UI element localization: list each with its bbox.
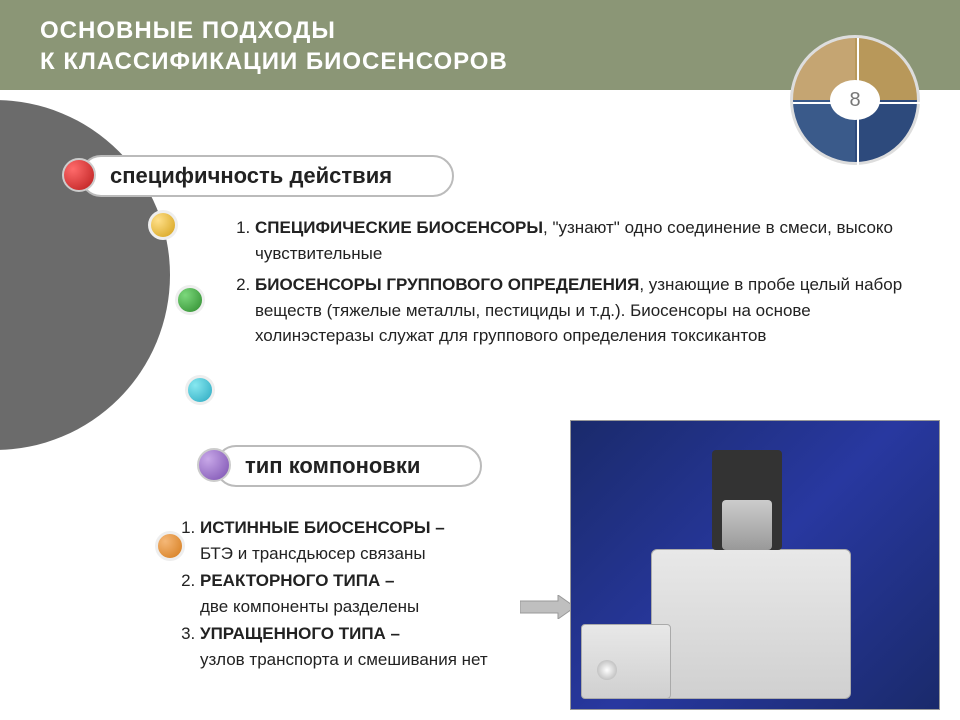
- instrument-body: [651, 549, 851, 699]
- item-bold: УПРАЩЕННОГО ТИПА –: [200, 624, 400, 643]
- purple-ball-icon: [197, 448, 231, 482]
- green-ball-icon: [175, 285, 205, 315]
- instrument-photo: [570, 420, 940, 710]
- instrument-module: [581, 624, 671, 699]
- item-text: две компоненты разделены: [200, 597, 419, 616]
- item-text: БТЭ и трансдьюсер связаны: [200, 544, 426, 563]
- section2-pill: тип компоновки: [215, 445, 482, 487]
- decorative-circle: [0, 100, 170, 450]
- arrow-right-icon: [520, 595, 575, 619]
- list-item: РЕАКТОРНОГО ТИПА – две компоненты раздел…: [200, 568, 560, 619]
- cyan-ball-icon: [185, 375, 215, 405]
- page-badge: 8: [790, 35, 920, 165]
- list-item: СПЕЦИФИЧЕСКИЕ БИОСЕНСОРЫ, "узнают" одно …: [255, 215, 920, 266]
- section1-pill: специфичность действия: [80, 155, 454, 197]
- yellow-ball-icon: [148, 210, 178, 240]
- section1-label: специфичность действия: [110, 163, 392, 189]
- list-item: ИСТИННЫЕ БИОСЕНСОРЫ – БТЭ и трансдьюсер …: [200, 515, 560, 566]
- title-line2: К КЛАССИФИКАЦИИ БИОСЕНСОРОВ: [40, 48, 508, 75]
- section-layout-type: тип компоновки: [215, 445, 482, 487]
- item-text: узлов транспорта и смешивания нет: [200, 650, 488, 669]
- list-item: БИОСЕНСОРЫ ГРУППОВОГО ОПРЕДЕЛЕНИЯ, узнаю…: [255, 272, 920, 349]
- item-bold: ИСТИННЫЕ БИОСЕНСОРЫ –: [200, 518, 445, 537]
- page-number: 8: [830, 80, 880, 120]
- slide-title: ОСНОВНЫЕ ПОДХОДЫ К КЛАССИФИКАЦИИ БИОСЕНС…: [40, 15, 920, 77]
- item-bold: СПЕЦИФИЧЕСКИЕ БИОСЕНСОРЫ: [255, 218, 543, 237]
- section2-content: ИСТИННЫЕ БИОСЕНСОРЫ – БТЭ и трансдьюсер …: [160, 515, 560, 674]
- red-ball-icon: [62, 158, 96, 192]
- title-line1: ОСНОВНЫЕ ПОДХОДЫ: [40, 17, 336, 44]
- item-bold: БИОСЕНСОРЫ ГРУППОВОГО ОПРЕДЕЛЕНИЯ: [255, 275, 639, 294]
- list-item: УПРАЩЕННОГО ТИПА – узлов транспорта и см…: [200, 621, 560, 672]
- section2-label: тип компоновки: [245, 453, 420, 479]
- item-bold: РЕАКТОРНОГО ТИПА –: [200, 571, 394, 590]
- section1-content: СПЕЦИФИЧЕСКИЕ БИОСЕНСОРЫ, "узнают" одно …: [230, 215, 920, 355]
